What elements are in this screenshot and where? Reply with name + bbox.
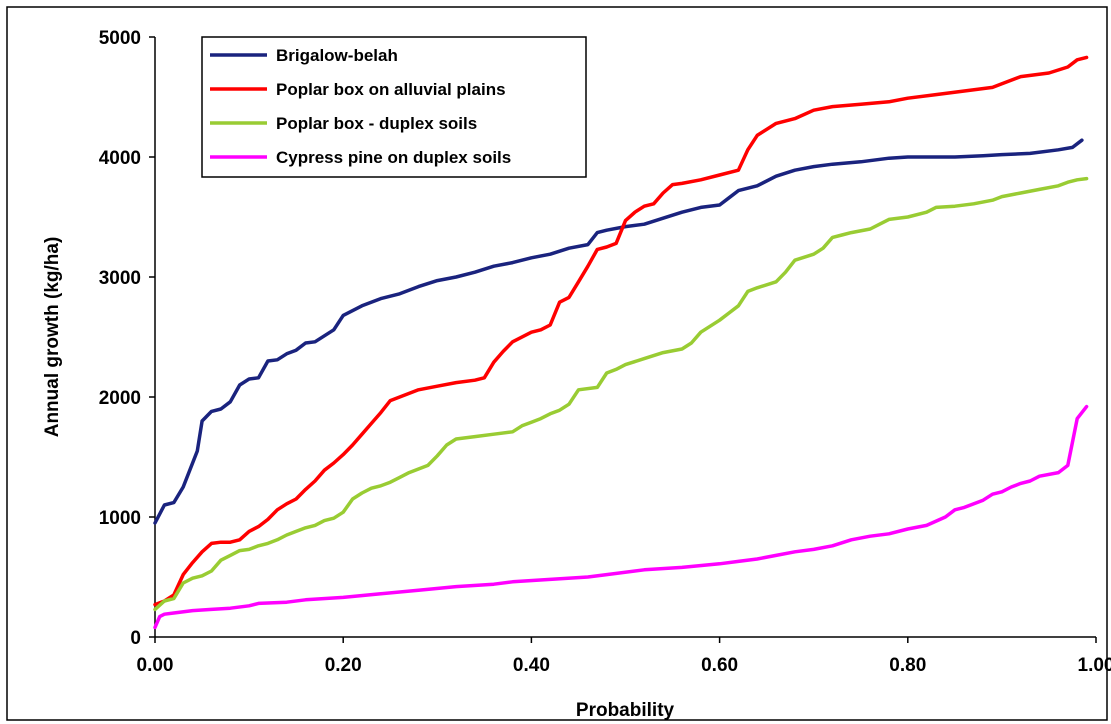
legend-box <box>201 36 587 178</box>
series-line <box>153 138 1084 525</box>
y-tick-label: 2000 <box>99 388 141 409</box>
x-tick-label: 0.40 <box>513 655 550 676</box>
y-tick-label: 5000 <box>99 28 141 49</box>
x-tick-label: 1.00 <box>1078 655 1111 676</box>
y-tick-label: 4000 <box>99 148 141 169</box>
axes: 0 1000 2000 3000 4000 5000 0.00 0.20 0.40 0.60 0.8… <box>99 28 1111 676</box>
series-line <box>153 176 1089 612</box>
legend-label: Brigalow-belah <box>276 46 398 65</box>
legend-label: Poplar box - duplex soils <box>276 114 477 133</box>
legend-label: Poplar box on alluvial plains <box>276 80 506 99</box>
y-tick-label: 0 <box>130 628 141 649</box>
y-tick-label: 3000 <box>99 268 141 289</box>
legend-label: Cypress pine on duplex soils <box>276 148 511 167</box>
series-line <box>153 404 1089 630</box>
x-tick-label: 0.00 <box>137 655 174 676</box>
x-tick-label: 0.60 <box>701 655 738 676</box>
chart-outer-border <box>6 6 1108 721</box>
x-tick-label: 0.20 <box>325 655 362 676</box>
legend: Brigalow-belah Poplar box on alluvial pla… <box>201 36 587 178</box>
x-axis-title: Probability <box>576 700 675 721</box>
y-tick-label: 1000 <box>99 508 141 529</box>
series-line <box>153 55 1089 607</box>
x-tick-label: 0.80 <box>889 655 926 676</box>
y-axis-title: Annual growth (kg/ha) <box>42 237 63 438</box>
series-lines <box>153 55 1089 630</box>
